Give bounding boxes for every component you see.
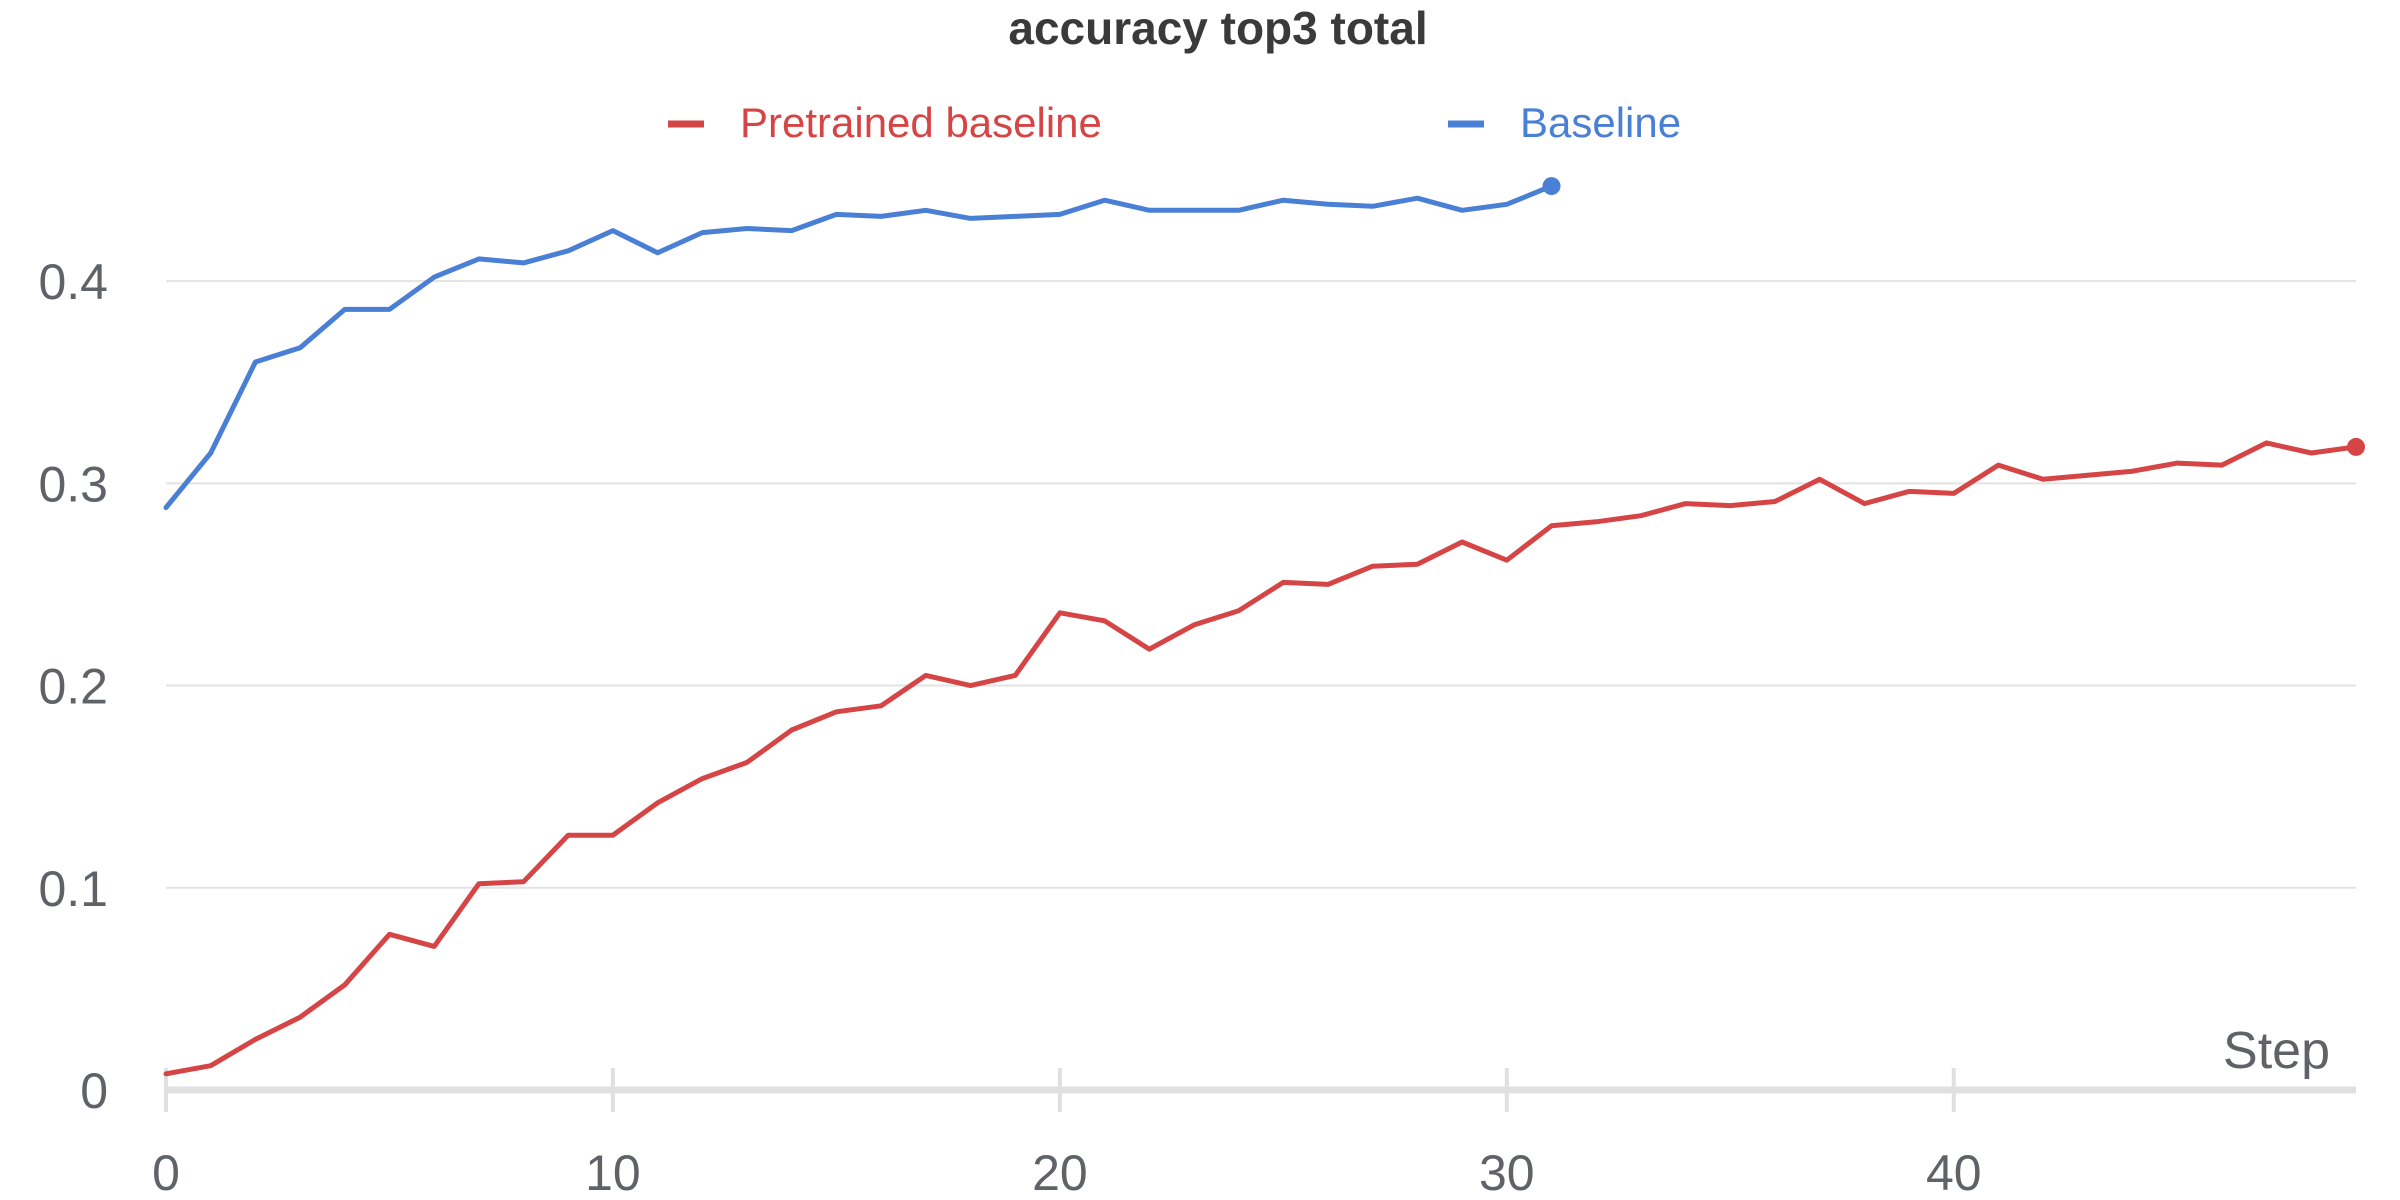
tick-labels: 0 0.1 0.2 0.3 0.4 0 10 20 30 40 [38,254,1981,1200]
x-axis-label: Step [2223,1022,2330,1080]
x-tick-label: 40 [1926,1145,1982,1200]
x-tick-label: 10 [585,1145,641,1200]
series-end-point [2347,437,2365,456]
y-tick-label: 0.2 [38,659,108,715]
x-axis [164,1068,2356,1112]
legend: Pretrained baseline Baseline [668,99,1681,146]
legend-label: Baseline [1520,99,1681,146]
series-end-point [1542,177,1561,196]
chart-title: accuracy top3 total [1008,2,1427,54]
series-line-pretrained-baseline [163,440,2359,1077]
y-tick-label: 0.1 [38,861,108,917]
x-tick-label: 20 [1032,1145,1088,1200]
y-tick-label: 0.4 [38,254,108,310]
y-tick-label: 0.3 [38,456,108,512]
x-tick-label: 0 [152,1145,180,1200]
series-lines [163,177,2365,1077]
y-tick-label: 0 [80,1063,108,1119]
gridlines [166,280,2356,889]
series-line-baseline [163,183,1554,511]
x-tick-label: 30 [1479,1145,1535,1200]
legend-label: Pretrained baseline [740,99,1102,146]
